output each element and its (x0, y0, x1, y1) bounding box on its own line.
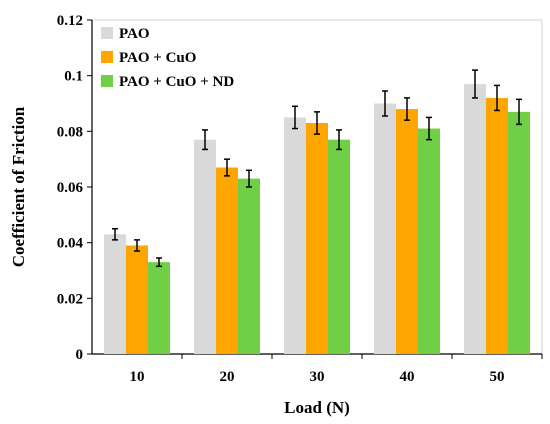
legend-label: PAO + CuO (119, 50, 196, 66)
bar (284, 117, 306, 355)
legend-swatch (101, 51, 113, 63)
bar (508, 111, 530, 354)
legend-swatch (101, 27, 113, 39)
legend: PAO PAO + CuO PAO + CuO + ND (101, 26, 234, 90)
y-axis-ticks: 0 0.02 0.04 0.06 0.08 0.1 0.12 (57, 13, 92, 363)
bar (328, 139, 350, 354)
bar (374, 103, 396, 354)
y-tick-label: 0.12 (57, 13, 83, 29)
error-bars (112, 69, 522, 268)
x-tick-label: 40 (400, 369, 415, 385)
y-tick-label: 0.02 (57, 291, 83, 307)
y-axis-title: Coefficient of Friction (9, 106, 28, 267)
bar (126, 245, 148, 354)
bar (418, 128, 440, 354)
x-tick-label: 20 (220, 369, 235, 385)
bars (104, 84, 530, 355)
y-tick-label: 0.08 (57, 124, 83, 140)
x-axis-ticks: 10 20 30 40 50 (130, 354, 543, 385)
bar (148, 262, 170, 354)
x-tick-label: 10 (130, 369, 145, 385)
y-tick-label: 0.1 (64, 69, 83, 85)
y-tick-label: 0.04 (57, 236, 84, 252)
y-tick-label: 0.06 (57, 180, 84, 196)
bar (306, 122, 328, 354)
legend-label: PAO (119, 26, 150, 42)
bar (104, 234, 126, 354)
bar (486, 97, 508, 354)
y-tick-label: 0 (76, 347, 84, 363)
bar (216, 167, 238, 354)
legend-swatch (101, 75, 113, 87)
bar (194, 139, 216, 354)
legend-label: PAO + CuO + ND (119, 74, 234, 90)
x-tick-label: 30 (310, 369, 325, 385)
x-tick-label: 50 (490, 369, 505, 385)
bar (396, 109, 418, 354)
x-axis-title: Load (N) (284, 398, 350, 417)
bar (464, 84, 486, 355)
bar (238, 178, 260, 354)
